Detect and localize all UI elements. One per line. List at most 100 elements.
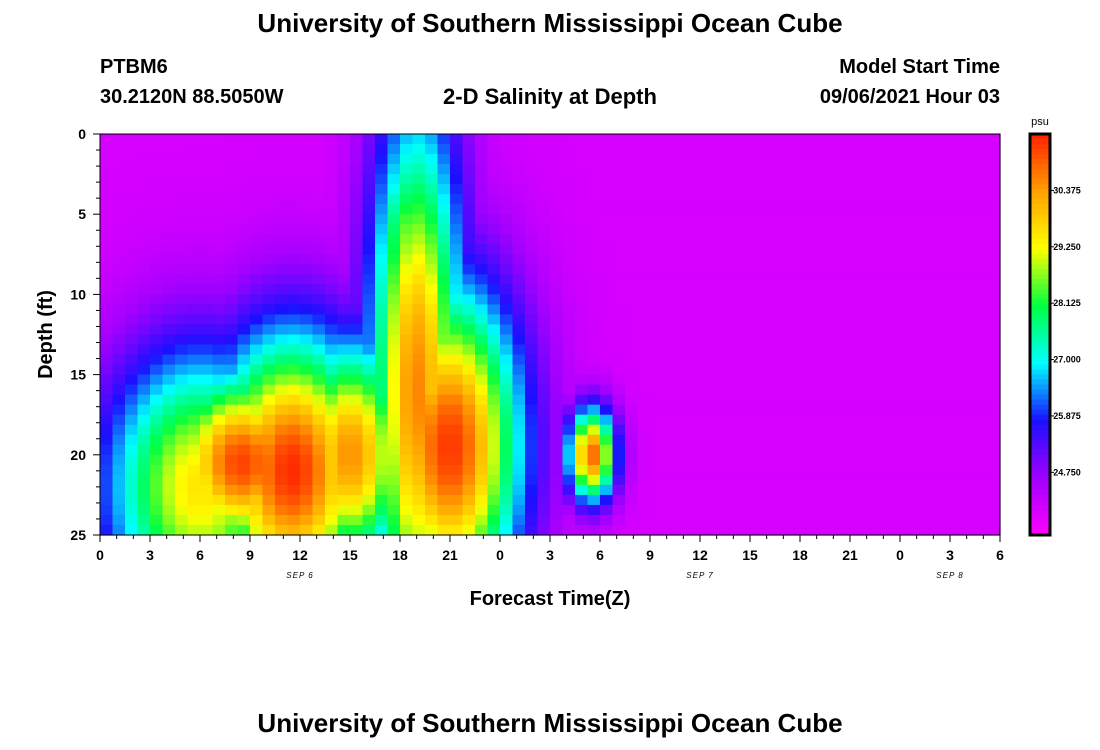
heatmap-cell — [925, 144, 939, 155]
heatmap-cell — [587, 254, 601, 265]
heatmap-cell — [925, 204, 939, 215]
heatmap-cell — [325, 254, 339, 265]
heatmap-cell — [775, 394, 789, 406]
heatmap-cell — [912, 374, 926, 386]
heatmap-cell — [562, 484, 576, 496]
heatmap-cell — [187, 524, 201, 536]
colorbar-segment — [1030, 134, 1050, 140]
heatmap-cell — [237, 504, 251, 516]
heatmap-cell — [937, 204, 951, 215]
heatmap-cell — [850, 274, 864, 285]
heatmap-cell — [275, 524, 289, 536]
heatmap-cell — [425, 344, 439, 356]
heatmap-cell — [162, 414, 176, 426]
heatmap-cell — [237, 484, 251, 496]
heatmap-cell — [650, 174, 664, 185]
heatmap-cell — [787, 204, 801, 215]
heatmap-cell — [162, 134, 176, 145]
heatmap-cell — [375, 344, 389, 356]
heatmap-cell — [750, 384, 764, 396]
heatmap-cell — [825, 444, 839, 456]
heatmap-cell — [837, 424, 851, 436]
heatmap-cell — [887, 484, 901, 496]
heatmap-cell — [287, 514, 301, 526]
heatmap-cell — [150, 404, 164, 416]
colorbar-segment — [1030, 369, 1050, 376]
heatmap-cell — [862, 164, 876, 175]
heatmap-cell — [600, 374, 614, 386]
heatmap-cell — [775, 504, 789, 516]
heatmap-cell — [737, 324, 751, 336]
heatmap-cell — [775, 314, 789, 326]
heatmap-cell — [125, 174, 139, 185]
heatmap-cell — [487, 134, 501, 145]
heatmap-cell — [512, 374, 526, 386]
heatmap-cell — [562, 294, 576, 306]
heatmap-cell — [812, 464, 826, 476]
heatmap-cell — [112, 514, 126, 526]
heatmap-cell — [575, 144, 589, 155]
heatmap-cell — [675, 444, 689, 456]
heatmap-cell — [675, 194, 689, 205]
heatmap-cell — [350, 464, 364, 476]
heatmap-cell — [475, 214, 489, 225]
heatmap-cell — [275, 164, 289, 175]
heatmap-cell — [537, 274, 551, 285]
heatmap-cell — [400, 464, 414, 476]
heatmap-cell — [362, 494, 376, 506]
heatmap-cell — [875, 204, 889, 215]
heatmap-cell — [650, 274, 664, 285]
heatmap-cell — [100, 464, 114, 476]
colorbar-unit-label: psu — [1031, 116, 1049, 128]
heatmap-cell — [562, 154, 576, 165]
heatmap-cell — [175, 214, 189, 225]
heatmap-cell — [812, 194, 826, 205]
heatmap-cell — [712, 384, 726, 396]
heatmap-cell — [512, 184, 526, 195]
heatmap-cell — [400, 324, 414, 336]
heatmap-cell — [850, 444, 864, 456]
heatmap-cell — [587, 324, 601, 336]
heatmap-cell — [512, 314, 526, 326]
heatmap-cell — [987, 354, 1001, 366]
heatmap-cell — [412, 154, 426, 165]
heatmap-cell — [662, 264, 676, 275]
colorbar-segment — [1030, 234, 1050, 240]
heatmap-cell — [775, 474, 789, 486]
heatmap-cell — [625, 144, 639, 155]
heatmap-cell — [187, 384, 201, 396]
heatmap-cell — [375, 494, 389, 506]
heatmap-cell — [175, 154, 189, 165]
heatmap-cell — [987, 284, 1001, 295]
heatmap-cell — [587, 494, 601, 506]
colorbar-tick-label: 27.000 — [1053, 355, 1081, 365]
colorbar-tick-label: 25.875 — [1053, 411, 1081, 421]
heatmap-cell — [712, 394, 726, 406]
heatmap-cell — [675, 254, 689, 265]
heatmap-cell — [962, 174, 976, 185]
heatmap-cell — [737, 434, 751, 446]
heatmap-cell — [937, 254, 951, 265]
heatmap-cell — [550, 394, 564, 406]
heatmap-cell — [462, 304, 476, 316]
heatmap-cell — [762, 234, 776, 245]
heatmap-cell — [725, 354, 739, 366]
heatmap-cell — [412, 454, 426, 466]
heatmap-cell — [837, 344, 851, 356]
heatmap-cell — [562, 234, 576, 245]
heatmap-cell — [650, 494, 664, 506]
heatmap-cell — [937, 494, 951, 506]
heatmap-cell — [787, 444, 801, 456]
heatmap-cell — [875, 414, 889, 426]
heatmap-cell — [637, 224, 651, 235]
heatmap-cell — [737, 164, 751, 175]
heatmap-cell — [812, 164, 826, 175]
heatmap-cell — [212, 354, 226, 366]
heatmap-cell — [850, 344, 864, 356]
heatmap-cell — [750, 274, 764, 285]
heatmap-cell — [700, 424, 714, 436]
heatmap-cell — [262, 164, 276, 175]
heatmap-cell — [887, 524, 901, 536]
heatmap-cell — [925, 164, 939, 175]
heatmap-cell — [137, 444, 151, 456]
